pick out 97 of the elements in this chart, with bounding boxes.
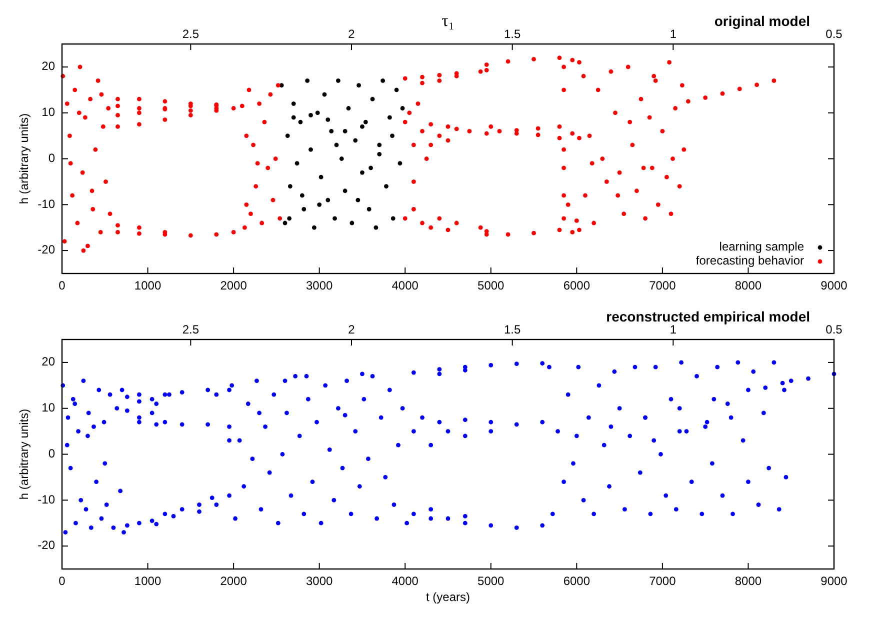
point	[360, 170, 364, 175]
point	[350, 220, 354, 226]
point	[360, 124, 364, 129]
x2-tick-label: 1.5	[504, 322, 521, 336]
x-tick-label: 7000	[649, 278, 676, 292]
x-tick-label: 3000	[306, 574, 334, 588]
x-tick-label: 2000	[220, 278, 248, 292]
point	[398, 161, 402, 166]
point	[291, 115, 296, 120]
x2-tick-label: 2.5	[182, 27, 200, 41]
x2-tick-label: 1.5	[504, 27, 521, 41]
point	[366, 207, 372, 212]
point	[305, 78, 310, 83]
x-tick-label: 0	[58, 278, 66, 292]
point	[332, 216, 337, 221]
point	[356, 83, 361, 88]
x-tick-label: 6000	[563, 574, 590, 588]
point	[300, 193, 304, 198]
x2-tick-label: 0.5	[826, 322, 843, 336]
y-tick-label: -10	[38, 196, 56, 211]
x-tick-label: 0	[58, 574, 66, 588]
point	[370, 96, 375, 102]
point	[326, 118, 330, 122]
x-tick-label: 6000	[563, 278, 590, 292]
y-tick-label: 20	[42, 354, 56, 369]
y-axis-title: h (arbitrary units)	[17, 408, 31, 500]
point	[384, 184, 388, 188]
point	[390, 216, 396, 221]
y-tick-label: -10	[38, 492, 56, 506]
point	[291, 101, 296, 106]
point	[312, 225, 316, 230]
point	[387, 115, 392, 120]
point	[308, 112, 313, 118]
y-axis-title: h (arbitrary units)	[17, 113, 31, 204]
x-tick-label: 9000	[820, 574, 848, 588]
x-tick-label: 4000	[392, 278, 419, 292]
point	[302, 207, 306, 212]
point	[374, 225, 378, 230]
point	[353, 138, 358, 143]
point	[326, 198, 330, 202]
point	[317, 202, 322, 207]
x2-tick-label: 0.5	[826, 27, 843, 41]
x2-tick-label: 1	[670, 322, 677, 336]
point	[308, 147, 313, 152]
x-tick-label: 1000	[134, 574, 162, 588]
point	[377, 152, 382, 156]
point	[322, 92, 327, 97]
point	[400, 106, 405, 110]
point	[342, 129, 348, 134]
x-tick-label: 8000	[734, 278, 762, 292]
x-axis-title: t (years)	[426, 590, 470, 604]
legend-label: forecasting behavior	[696, 254, 804, 268]
x-tick-label: 3000	[306, 278, 334, 292]
point	[342, 188, 348, 194]
x-tick-label: 2000	[220, 574, 248, 588]
point	[368, 166, 373, 170]
point	[298, 120, 303, 124]
y-tick-label: -20	[38, 538, 56, 552]
point	[282, 220, 288, 226]
point	[336, 78, 340, 83]
x-tick-label: 5000	[478, 574, 505, 588]
point	[377, 142, 382, 148]
point	[329, 129, 334, 134]
x2-axis-title: τ₁	[442, 11, 454, 30]
y-tick-label: 0	[48, 446, 56, 460]
point	[318, 174, 324, 180]
x2-tick-label: 2.5	[182, 322, 200, 336]
point	[339, 156, 344, 161]
point	[390, 134, 394, 138]
point	[287, 216, 292, 221]
x-tick-label: 7000	[649, 574, 676, 588]
y-tick-label: 10	[42, 105, 56, 120]
y-tick-label: 0	[48, 150, 56, 165]
point	[285, 134, 290, 138]
y-tick-label: 10	[42, 400, 56, 415]
x2-tick-label: 2	[348, 27, 356, 41]
x-tick-label: 9000	[820, 278, 848, 292]
x2-tick-label: 1	[670, 27, 677, 41]
x-tick-label: 1000	[134, 278, 162, 292]
y-tick-label: 20	[42, 59, 56, 74]
point	[394, 88, 399, 92]
x2-tick-label: 2	[348, 322, 356, 336]
point	[294, 161, 300, 166]
chart-title: reconstructed empirical model	[606, 308, 810, 324]
x-tick-label: 8000	[734, 574, 762, 588]
point	[380, 78, 386, 83]
chart-title: original model	[714, 13, 810, 29]
point	[346, 106, 351, 110]
point	[356, 198, 360, 202]
point	[363, 120, 368, 124]
point	[334, 142, 339, 148]
x-tick-label: 4000	[392, 574, 419, 588]
y-tick-label: -20	[38, 242, 56, 257]
point	[315, 110, 320, 116]
x-tick-label: 5000	[478, 278, 505, 292]
legend-label: learning sample	[719, 240, 804, 254]
point	[288, 184, 292, 188]
